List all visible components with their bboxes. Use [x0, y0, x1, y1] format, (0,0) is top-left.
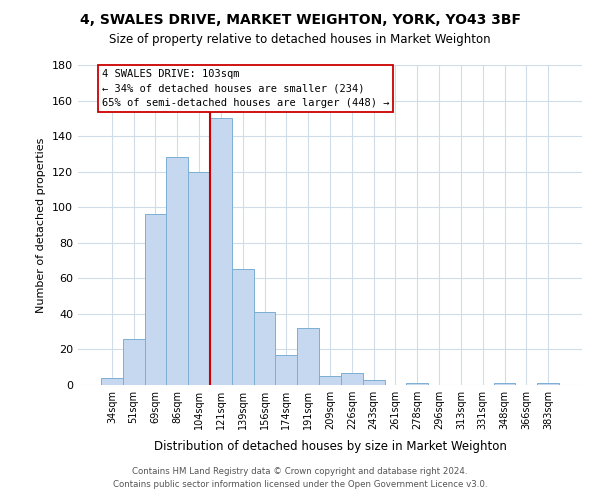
Bar: [145, 214, 166, 385]
Bar: [363, 380, 385, 385]
Bar: [341, 372, 363, 385]
Bar: [494, 383, 515, 385]
Bar: [297, 328, 319, 385]
Bar: [210, 118, 232, 385]
Text: 4, SWALES DRIVE, MARKET WEIGHTON, YORK, YO43 3BF: 4, SWALES DRIVE, MARKET WEIGHTON, YORK, …: [79, 12, 521, 26]
Bar: [166, 158, 188, 385]
Bar: [188, 172, 210, 385]
Bar: [275, 355, 297, 385]
Bar: [406, 383, 428, 385]
Text: Size of property relative to detached houses in Market Weighton: Size of property relative to detached ho…: [109, 32, 491, 46]
Y-axis label: Number of detached properties: Number of detached properties: [37, 138, 46, 312]
Bar: [537, 383, 559, 385]
Text: 4 SWALES DRIVE: 103sqm
← 34% of detached houses are smaller (234)
65% of semi-de: 4 SWALES DRIVE: 103sqm ← 34% of detached…: [102, 68, 389, 108]
Text: Contains HM Land Registry data © Crown copyright and database right 2024.
Contai: Contains HM Land Registry data © Crown c…: [113, 467, 487, 489]
Bar: [232, 270, 254, 385]
Bar: [123, 339, 145, 385]
X-axis label: Distribution of detached houses by size in Market Weighton: Distribution of detached houses by size …: [154, 440, 506, 454]
Bar: [254, 312, 275, 385]
Bar: [319, 376, 341, 385]
Bar: [101, 378, 123, 385]
